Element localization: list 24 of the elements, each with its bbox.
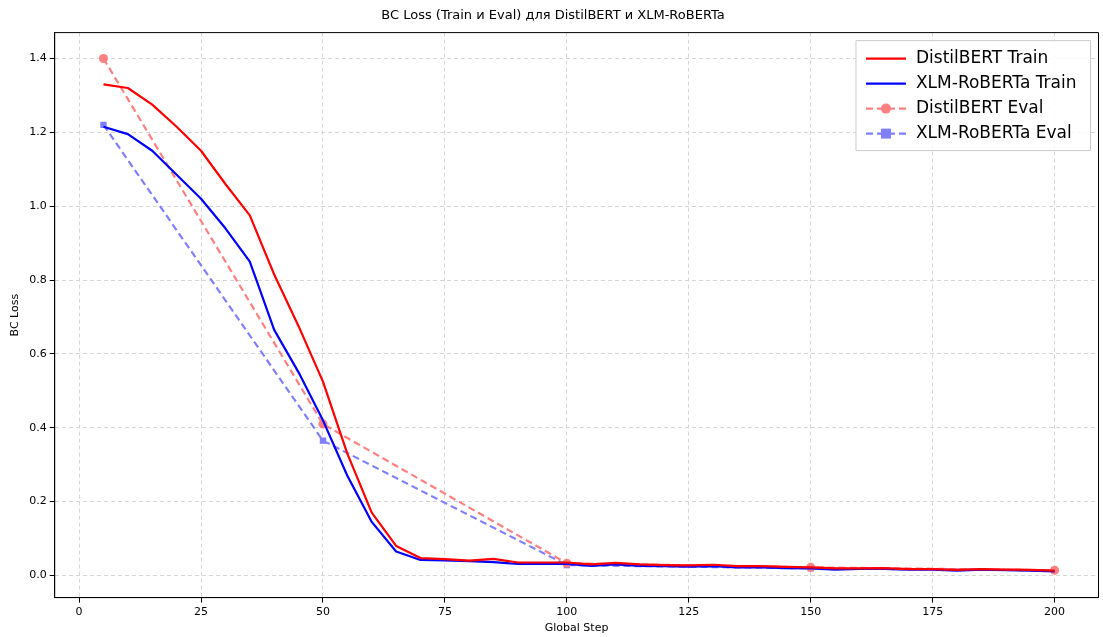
x-tick-label: 50 xyxy=(315,605,330,619)
legend-label: XLM-RoBERTa Train xyxy=(915,72,1077,93)
y-tick-label: 1.2 xyxy=(29,125,47,139)
y-tick-label: 0.2 xyxy=(29,494,47,508)
x-axis-title: Global Step xyxy=(544,621,609,635)
x-tick-label: 25 xyxy=(194,605,209,619)
y-tick-label: 1.4 xyxy=(29,51,47,65)
x-tick-label: 125 xyxy=(678,605,700,619)
chart-title: BC Loss (Train и Eval) для DistilBERT и XLM-RoBERTa xyxy=(381,7,725,23)
y-tick-label: 0.6 xyxy=(29,346,47,360)
y-tick-label: 1.0 xyxy=(29,199,47,213)
y-tick-label: 0.4 xyxy=(29,420,47,434)
x-tick-label: 150 xyxy=(800,605,822,619)
x-tick-label: 75 xyxy=(437,605,452,619)
y-tick-label: 0.0 xyxy=(29,568,47,582)
legend-label: XLM-RoBERTa Eval xyxy=(915,122,1072,143)
x-tick-label: 100 xyxy=(556,605,578,619)
x-tick-label: 175 xyxy=(922,605,944,619)
y-axis-title: BC Loss xyxy=(8,293,22,337)
y-tick-label: 0.8 xyxy=(29,272,47,286)
x-tick-label: 0 xyxy=(75,605,83,619)
legend-label: DistilBERT Train xyxy=(915,47,1049,68)
x-tick-label: 200 xyxy=(1044,605,1066,619)
legend-label: DistilBERT Eval xyxy=(915,97,1044,118)
